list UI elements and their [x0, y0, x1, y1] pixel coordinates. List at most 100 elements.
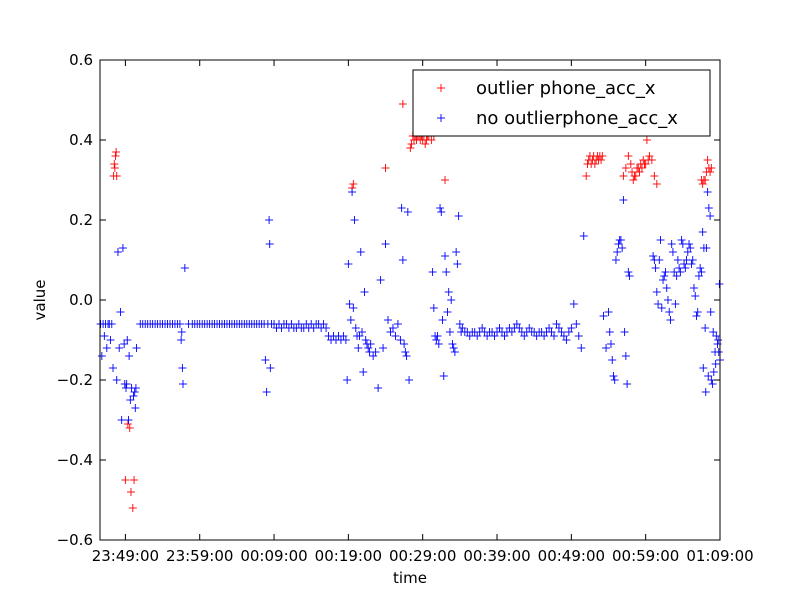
data-point-no-outlier [359, 368, 368, 376]
data-point-no-outlier [437, 208, 446, 216]
data-point-no-outlier [618, 244, 627, 252]
data-point-no-outlier [349, 304, 358, 312]
data-point-no-outlier [708, 380, 717, 388]
data-point-no-outlier [574, 332, 583, 340]
data-point-no-outlier [433, 332, 442, 340]
y-tick-label: 0.6 [69, 51, 93, 69]
data-point-no-outlier [357, 328, 366, 336]
data-point-no-outlier [453, 260, 462, 268]
data-point-no-outlier [122, 380, 131, 388]
data-point-no-outlier [388, 324, 397, 332]
data-point-no-outlier [356, 248, 365, 256]
data-point-outlier [647, 156, 656, 164]
data-point-no-outlier [681, 264, 690, 272]
data-point-no-outlier [361, 336, 370, 344]
data-point-no-outlier [449, 344, 458, 352]
data-point-no-outlier [704, 204, 713, 212]
data-point-no-outlier [429, 304, 438, 312]
data-point-no-outlier [687, 260, 696, 268]
data-point-no-outlier [572, 320, 581, 328]
data-point-no-outlier [405, 376, 414, 384]
data-point-outlier [621, 164, 630, 172]
data-point-no-outlier [662, 284, 671, 292]
data-point-no-outlier [668, 248, 677, 256]
data-point-no-outlier [606, 340, 615, 348]
data-point-no-outlier [577, 344, 586, 352]
x-tick-label: 00:49:00 [538, 547, 605, 565]
data-point-no-outlier [102, 344, 111, 352]
data-point-no-outlier [397, 204, 406, 212]
legend-plus-outlier [437, 84, 445, 92]
data-point-no-outlier [699, 364, 708, 372]
data-point-no-outlier [443, 308, 452, 316]
data-point-no-outlier [701, 324, 710, 332]
data-point-no-outlier [440, 252, 449, 260]
data-point-no-outlier [714, 348, 723, 356]
data-point-outlier [398, 100, 407, 108]
data-point-no-outlier [445, 328, 454, 336]
data-point-no-outlier [130, 388, 139, 396]
data-point-outlier [598, 152, 607, 160]
x-tick-label: 00:39:00 [463, 547, 530, 565]
data-point-no-outlier [343, 376, 352, 384]
data-point-no-outlier [706, 212, 715, 220]
data-point-no-outlier [266, 364, 275, 372]
data-point-no-outlier [676, 268, 685, 276]
data-point-no-outlier [131, 404, 140, 412]
data-point-no-outlier [371, 348, 380, 356]
data-point-no-outlier [447, 296, 456, 304]
data-point-no-outlier [402, 352, 411, 360]
data-point-no-outlier [663, 296, 672, 304]
data-point-no-outlier [702, 244, 711, 252]
y-tick-label: 0.4 [69, 131, 93, 149]
data-point-no-outlier [706, 308, 715, 316]
data-point-outlier [440, 176, 449, 184]
data-point-no-outlier [661, 268, 670, 276]
data-point-no-outlier [657, 304, 666, 312]
data-point-no-outlier [384, 316, 393, 324]
x-tick-label: 01:09:00 [686, 547, 753, 565]
data-point-no-outlier [579, 232, 588, 240]
data-point-no-outlier [379, 344, 388, 352]
data-point-no-outlier [396, 336, 405, 344]
data-point-no-outlier [354, 344, 363, 352]
data-point-no-outlier [428, 268, 437, 276]
y-tick-label: 0.0 [69, 291, 93, 309]
x-tick-label: 00:59:00 [612, 547, 679, 565]
data-point-no-outlier [625, 272, 634, 280]
data-point-outlier [582, 172, 591, 180]
data-point-no-outlier [621, 352, 630, 360]
data-point-no-outlier [123, 336, 132, 344]
data-point-no-outlier [113, 248, 122, 256]
data-point-no-outlier [697, 268, 706, 276]
data-point-no-outlier [620, 328, 629, 336]
data-point-no-outlier [599, 312, 608, 320]
data-point-no-outlier [125, 352, 134, 360]
data-point-no-outlier [666, 316, 675, 324]
data-point-no-outlier [112, 376, 121, 384]
x-tick-label: 00:19:00 [315, 547, 382, 565]
data-point-outlier [349, 180, 358, 188]
data-point-no-outlier [651, 264, 660, 272]
data-point-no-outlier [550, 332, 559, 340]
data-point-no-outlier [656, 236, 665, 244]
data-point-no-outlier [175, 320, 184, 328]
data-point-outlier [706, 168, 715, 176]
data-point-no-outlier [714, 336, 723, 344]
data-point-no-outlier [366, 340, 375, 348]
data-point-no-outlier [569, 300, 578, 308]
data-point-no-outlier [265, 240, 274, 248]
data-point-no-outlier [109, 364, 118, 372]
data-point-no-outlier [391, 332, 400, 340]
data-point-no-outlier [652, 288, 661, 296]
data-point-outlier [381, 164, 390, 172]
data-point-outlier [130, 476, 139, 484]
data-point-outlier [652, 180, 661, 188]
data-point-no-outlier [667, 240, 676, 248]
x-tick-label: 00:09:00 [240, 547, 307, 565]
data-point-no-outlier [609, 372, 618, 380]
x-tick-label: 23:59:00 [166, 547, 233, 565]
data-point-no-outlier [178, 364, 187, 372]
data-point-no-outlier [602, 344, 611, 352]
data-point-outlier [701, 176, 710, 184]
